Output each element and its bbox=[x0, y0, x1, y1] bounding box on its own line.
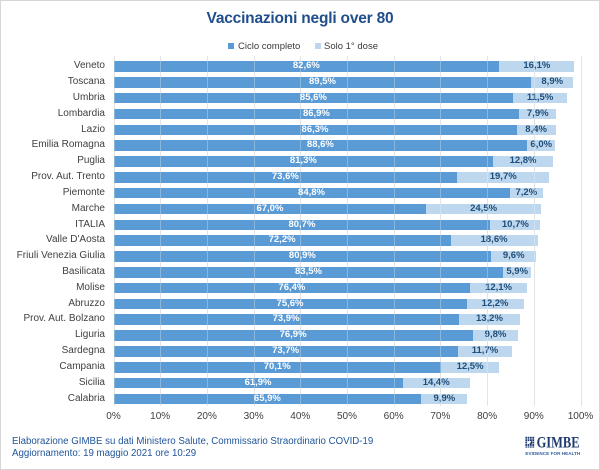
svg-text:EVIDENCE FOR HEALTH: EVIDENCE FOR HEALTH bbox=[525, 451, 581, 456]
svg-text:GIMBE: GIMBE bbox=[537, 434, 580, 452]
